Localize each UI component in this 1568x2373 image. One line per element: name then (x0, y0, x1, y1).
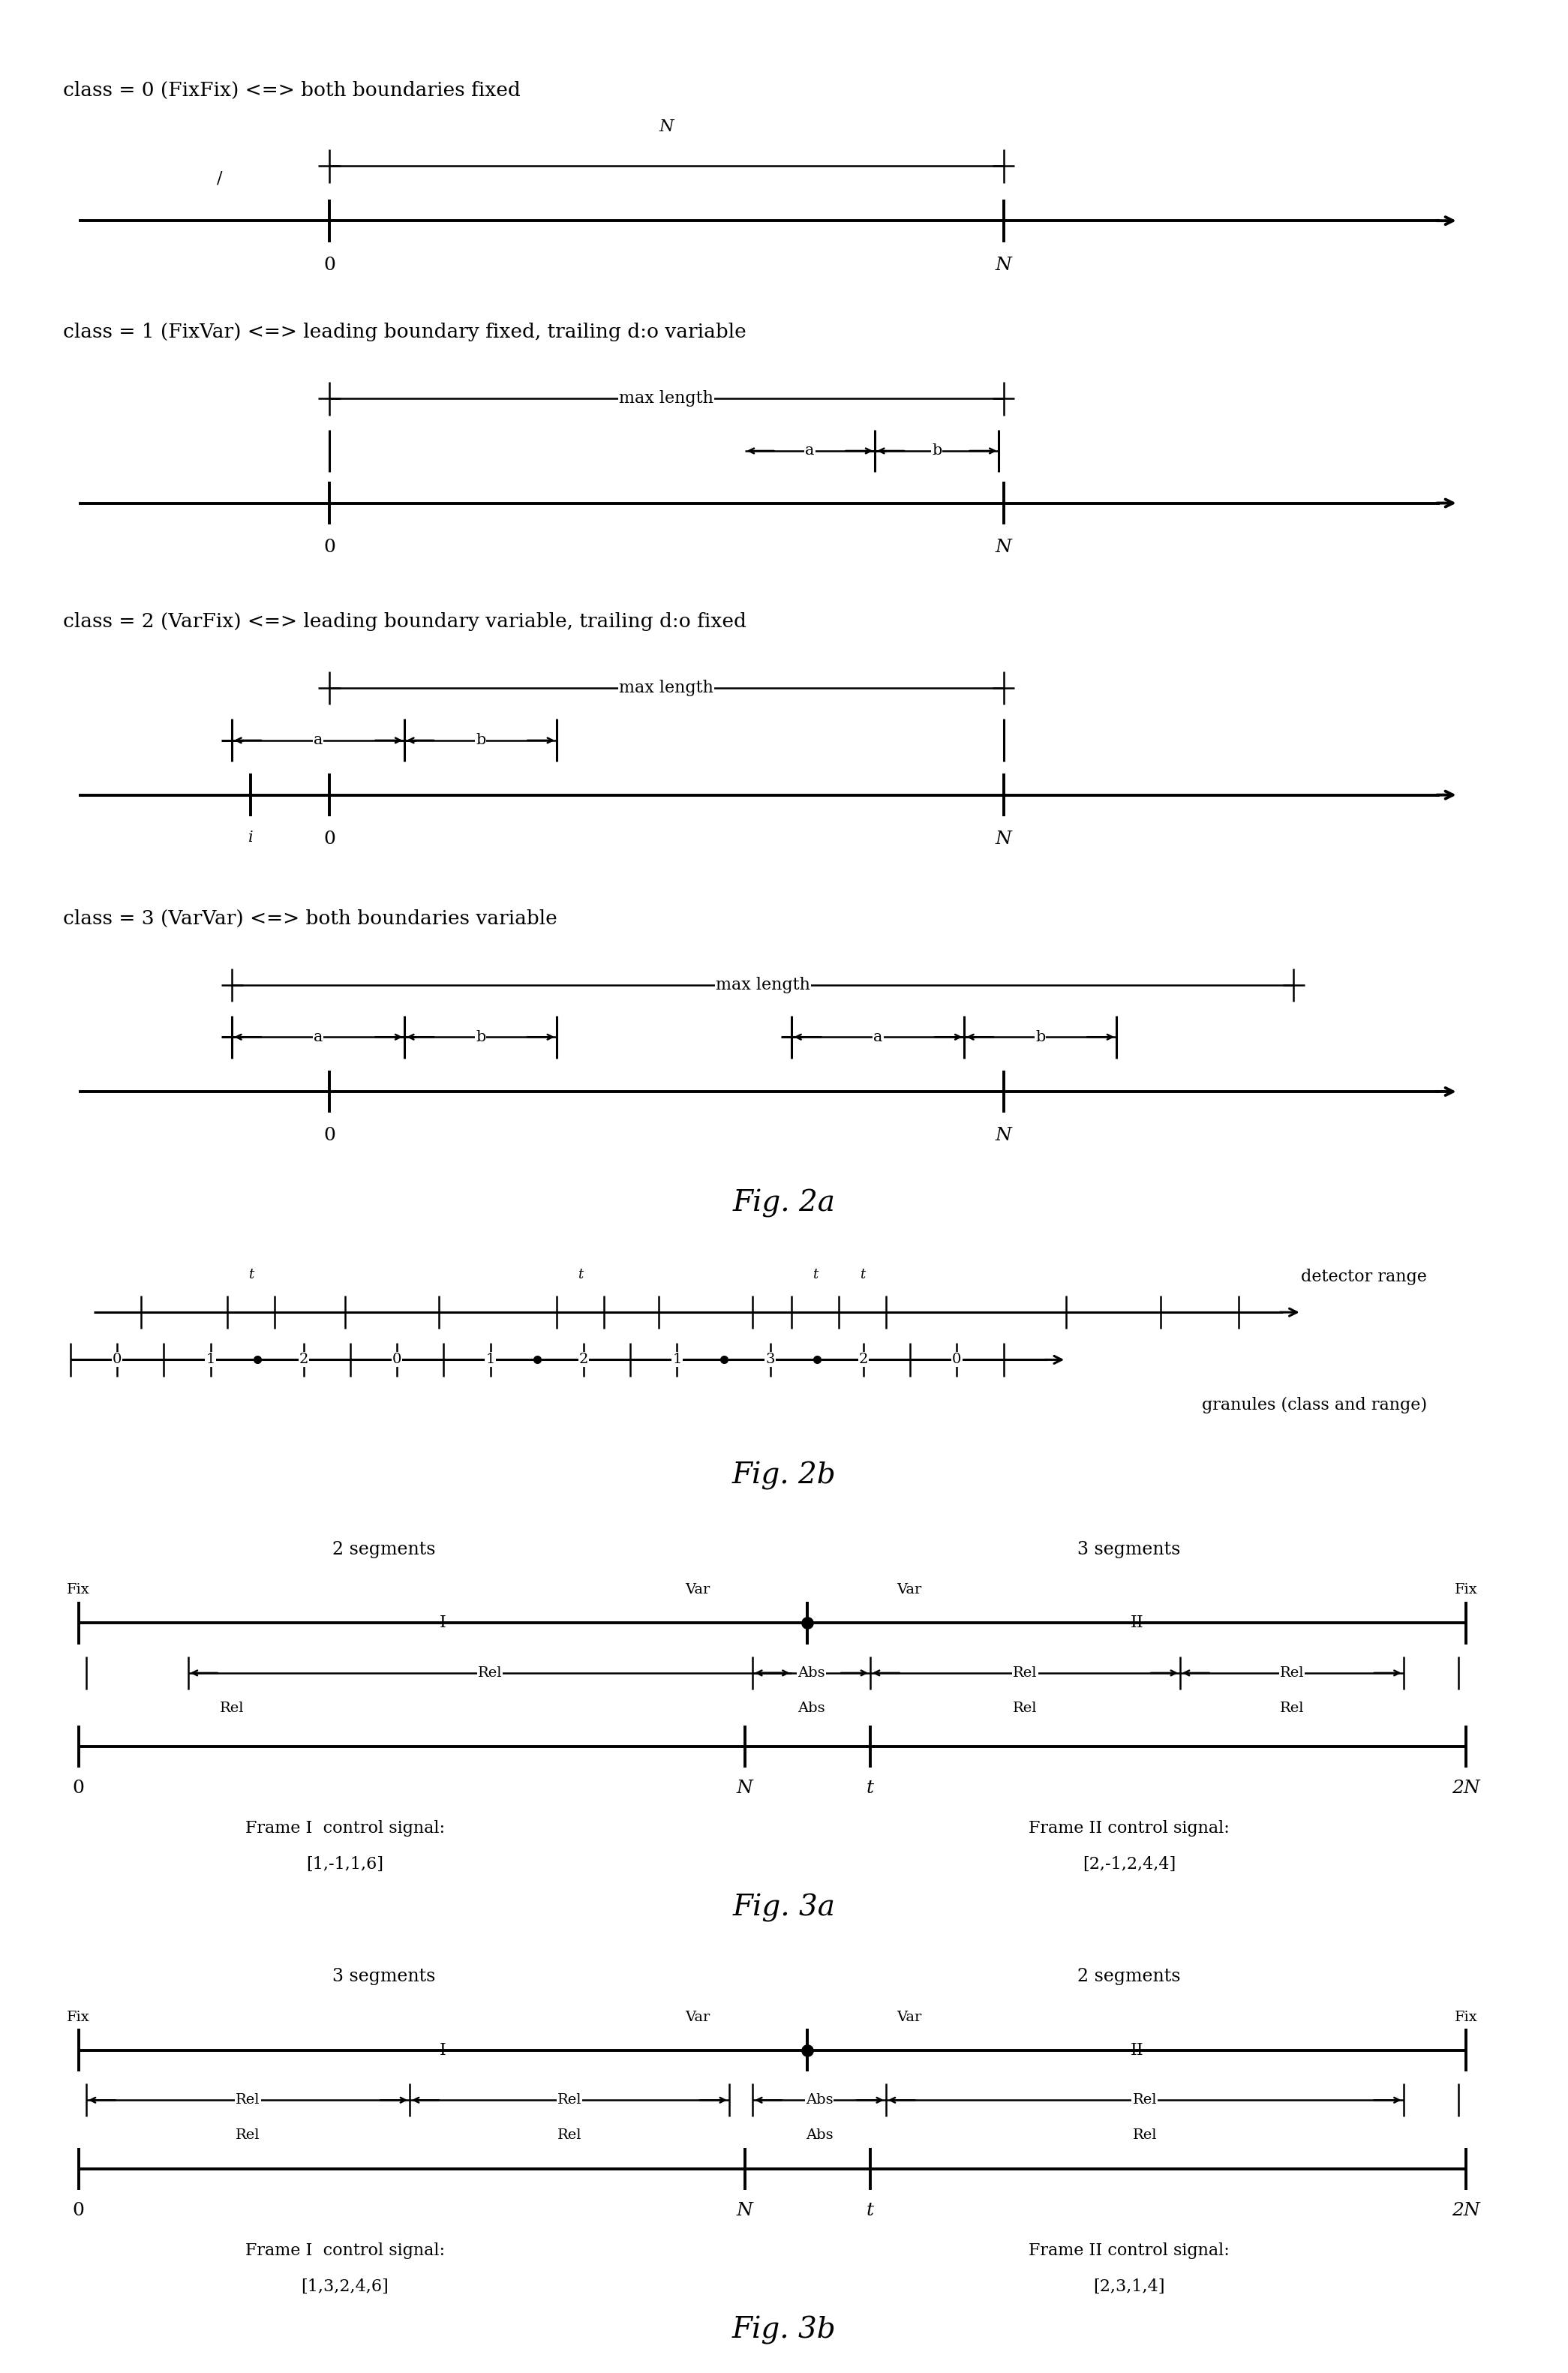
Text: Rel: Rel (220, 1701, 245, 1716)
Text: t: t (867, 2202, 873, 2219)
Text: 2: 2 (579, 1353, 588, 1367)
Text: t: t (867, 1780, 873, 1796)
Text: 3: 3 (765, 1353, 775, 1367)
Text: Frame II control signal:: Frame II control signal: (1029, 1820, 1229, 1837)
Text: 0: 0 (323, 1127, 336, 1144)
Text: class = 0 (FixFix) <=> both boundaries fixed: class = 0 (FixFix) <=> both boundaries f… (63, 81, 521, 100)
Text: max length: max length (715, 978, 811, 992)
Text: t: t (859, 1267, 866, 1281)
Text: Rel: Rel (1279, 1701, 1305, 1716)
Text: Frame I  control signal:: Frame I control signal: (245, 1820, 445, 1837)
Text: t: t (577, 1267, 583, 1281)
Text: Fix: Fix (67, 1583, 89, 1597)
Text: Rel: Rel (1279, 1666, 1305, 1680)
Text: Var: Var (897, 2010, 922, 2024)
Text: max length: max length (619, 392, 713, 406)
Text: II: II (1131, 1616, 1143, 1630)
Text: Rel: Rel (557, 2129, 582, 2143)
Text: 2N: 2N (1452, 1780, 1480, 1796)
Text: i: i (248, 831, 254, 845)
Text: Fix: Fix (67, 2010, 89, 2024)
Text: 0: 0 (323, 256, 336, 273)
Text: N: N (737, 2202, 753, 2219)
Text: 0: 0 (323, 539, 336, 555)
Text: b: b (1035, 1030, 1046, 1044)
Text: Frame II control signal:: Frame II control signal: (1029, 2242, 1229, 2259)
Text: a: a (314, 1030, 323, 1044)
Text: [1,-1,1,6]: [1,-1,1,6] (306, 1856, 384, 1872)
Text: a: a (806, 444, 814, 458)
Text: Frame I  control signal:: Frame I control signal: (245, 2242, 445, 2259)
Text: Rel: Rel (235, 2129, 260, 2143)
Text: Fig. 2b: Fig. 2b (732, 1462, 836, 1490)
Text: N: N (996, 539, 1011, 555)
Text: Rel: Rel (557, 2093, 582, 2107)
Text: 2: 2 (299, 1353, 309, 1367)
Text: N: N (659, 119, 674, 135)
Text: 2N: 2N (1452, 2202, 1480, 2219)
Text: Rel: Rel (1013, 1666, 1038, 1680)
Text: Rel: Rel (1132, 2093, 1157, 2107)
Text: class = 1 (FixVar) <=> leading boundary fixed, trailing d:o variable: class = 1 (FixVar) <=> leading boundary … (63, 323, 746, 342)
Text: Var: Var (685, 1583, 710, 1597)
Text: b: b (475, 1030, 486, 1044)
Text: Fig. 3a: Fig. 3a (732, 1894, 836, 1922)
Text: 1: 1 (486, 1353, 495, 1367)
Text: 2 segments: 2 segments (1077, 1967, 1181, 1986)
Text: Rel: Rel (1013, 1701, 1038, 1716)
Text: a: a (314, 733, 323, 747)
Text: t: t (248, 1267, 254, 1281)
Text: b: b (475, 733, 486, 747)
Text: [1,3,2,4,6]: [1,3,2,4,6] (301, 2278, 389, 2295)
Text: N: N (737, 1780, 753, 1796)
Text: Abs: Abs (798, 1701, 825, 1716)
Text: Rel: Rel (235, 2093, 260, 2107)
Text: 2 segments: 2 segments (332, 1540, 436, 1559)
Text: I: I (439, 2043, 447, 2057)
Text: a: a (873, 1030, 883, 1044)
Text: /: / (216, 171, 223, 185)
Text: 1: 1 (673, 1353, 682, 1367)
Text: 0: 0 (113, 1353, 122, 1367)
Text: 0: 0 (392, 1353, 401, 1367)
Text: Abs: Abs (798, 1666, 825, 1680)
Text: detector range: detector range (1301, 1270, 1427, 1284)
Text: 3 segments: 3 segments (332, 1967, 436, 1986)
Text: Rel: Rel (478, 1666, 502, 1680)
Text: II: II (1131, 2043, 1143, 2057)
Text: 0: 0 (72, 1780, 85, 1796)
Text: [2,3,1,4]: [2,3,1,4] (1093, 2278, 1165, 2295)
Text: N: N (996, 1127, 1011, 1144)
Text: Fig. 3b: Fig. 3b (732, 2316, 836, 2345)
Text: Fix: Fix (1455, 1583, 1477, 1597)
Text: Var: Var (897, 1583, 922, 1597)
Text: 1: 1 (205, 1353, 215, 1367)
Text: t: t (812, 1267, 818, 1281)
Text: N: N (996, 831, 1011, 847)
Text: [2,-1,2,4,4]: [2,-1,2,4,4] (1082, 1856, 1176, 1872)
Text: class = 2 (VarFix) <=> leading boundary variable, trailing d:o fixed: class = 2 (VarFix) <=> leading boundary … (63, 612, 746, 631)
Text: Var: Var (685, 2010, 710, 2024)
Text: 0: 0 (952, 1353, 961, 1367)
Text: N: N (996, 256, 1011, 273)
Text: Abs: Abs (806, 2093, 833, 2107)
Text: 0: 0 (323, 831, 336, 847)
Text: Rel: Rel (1132, 2129, 1157, 2143)
Text: I: I (439, 1616, 447, 1630)
Text: Abs: Abs (806, 2129, 833, 2143)
Text: 0: 0 (72, 2202, 85, 2219)
Text: Fig. 2a: Fig. 2a (732, 1189, 836, 1217)
Text: b: b (931, 444, 942, 458)
Text: class = 3 (VarVar) <=> both boundaries variable: class = 3 (VarVar) <=> both boundaries v… (63, 909, 557, 928)
Text: max length: max length (619, 681, 713, 695)
Text: 3 segments: 3 segments (1077, 1540, 1181, 1559)
Text: granules (class and range): granules (class and range) (1201, 1398, 1427, 1412)
Text: 2: 2 (859, 1353, 869, 1367)
Text: Fix: Fix (1455, 2010, 1477, 2024)
